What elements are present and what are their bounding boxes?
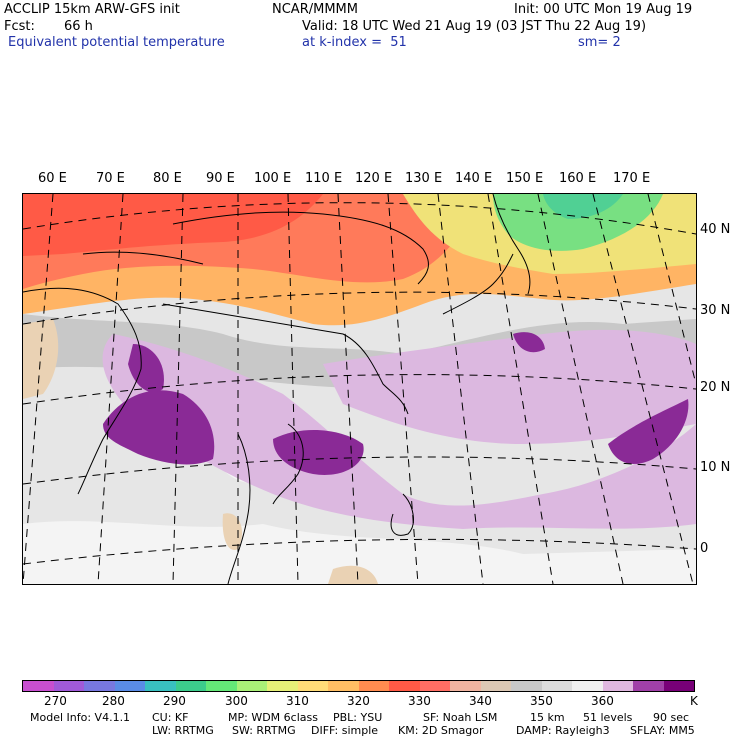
colorbar-swatch (541, 681, 572, 691)
colorbar-swatch (145, 681, 176, 691)
colorbar-swatch (175, 681, 206, 691)
field-name: Equivalent potential temperature (8, 35, 225, 50)
lon-label: 170 E (613, 171, 651, 186)
level-label: at k-index = 51 (302, 35, 407, 50)
footer-item: MP: WDM 6class (228, 711, 318, 724)
colorbar-tick: 290 (163, 694, 186, 708)
colorbar-tick: 280 (102, 694, 125, 708)
colorbar-tick: 360 (591, 694, 614, 708)
dark-purple-scs (273, 429, 364, 475)
footer-item: SW: RRTMG (232, 724, 296, 737)
lat-label: 0 (700, 541, 709, 556)
colorbar-tick: 320 (347, 694, 370, 708)
lon-label: 130 E (405, 171, 443, 186)
colorbar-tick: 310 (286, 694, 309, 708)
lon-label: 100 E (254, 171, 292, 186)
lon-label: 140 E (455, 171, 493, 186)
colorbar-swatch (23, 681, 54, 691)
colorbar-swatch (389, 681, 420, 691)
colorbar-tick: 330 (408, 694, 431, 708)
footer-item: 90 sec (653, 711, 690, 724)
colorbar-swatch (572, 681, 603, 691)
dark-purple-patch (513, 332, 545, 353)
fcst-value: 66 h (64, 19, 93, 34)
white-patch (23, 521, 696, 584)
light-violet-region (323, 329, 696, 444)
footer-item: DAMP: Rayleigh3 (516, 724, 610, 737)
map-canvas (23, 194, 696, 584)
lat-label: 30 N (700, 303, 731, 318)
lon-label: 160 E (559, 171, 597, 186)
colorbar-swatch (206, 681, 237, 691)
colorbar-tick: 270 (44, 694, 67, 708)
footer-item: Model Info: V4.1.1 (30, 711, 131, 724)
colorbar-swatch (267, 681, 298, 691)
colorbar-swatch (328, 681, 359, 691)
teal-region (543, 194, 623, 219)
fcst-label: Fcst: (4, 19, 35, 34)
deep-red-band (23, 194, 323, 256)
init-time: Init: 00 UTC Mon 19 Aug 19 (514, 2, 693, 17)
lon-label: 60 E (38, 171, 67, 186)
colorbar-swatch (480, 681, 511, 691)
colorbar-tick: 300 (225, 694, 248, 708)
colorbar-swatch (602, 681, 633, 691)
lon-label: 90 E (206, 171, 235, 186)
colorbar-swatch (53, 681, 84, 691)
colorbar-tick: 340 (469, 694, 492, 708)
colorbar-swatch (663, 681, 694, 691)
colorbar-unit: K (690, 694, 698, 708)
dark-purple-bengal (103, 390, 215, 465)
footer-item: CU: KF (152, 711, 189, 724)
lat-label: 40 N (700, 222, 731, 237)
green-region (493, 194, 663, 251)
light-violet-region (102, 334, 696, 529)
colorbar-swatch (358, 681, 389, 691)
colorbar-swatch (236, 681, 267, 691)
lon-label: 80 E (153, 171, 182, 186)
colorbar-swatch (297, 681, 328, 691)
footer-item: 51 levels (583, 711, 633, 724)
org-label: NCAR/MMMM (272, 2, 358, 17)
lon-label: 70 E (96, 171, 125, 186)
lat-label: 20 N (700, 380, 731, 395)
footer-item: KM: 2D Smagor (398, 724, 484, 737)
colorbar-swatch (633, 681, 664, 691)
lon-label: 110 E (305, 171, 343, 186)
smoothing-label: sm= 2 (578, 35, 621, 50)
footer-item: DIFF: simple (311, 724, 379, 737)
footer-item: 15 km (530, 711, 565, 724)
tan-patch (328, 565, 378, 584)
colorbar-swatch (84, 681, 115, 691)
lon-label: 120 E (355, 171, 393, 186)
model-title: ACCLIP 15km ARW-GFS init (4, 2, 180, 17)
footer-item: LW: RRTMG (152, 724, 214, 737)
colorbar-swatch (419, 681, 450, 691)
coastlines (23, 194, 531, 584)
theta-e-map (22, 193, 697, 585)
footer-item: PBL: YSU (333, 711, 383, 724)
tan-patch (222, 513, 243, 550)
colorbar (22, 680, 695, 692)
colorbar-tick: 350 (530, 694, 553, 708)
colorbar-swatch (511, 681, 542, 691)
tan-patch (23, 319, 59, 399)
lon-label: 150 E (506, 171, 544, 186)
lat-label: 10 N (700, 460, 731, 475)
colorbar-swatch (114, 681, 145, 691)
valid-time: Valid: 18 UTC Wed 21 Aug 19 (03 JST Thu … (302, 19, 647, 34)
footer-item: SF: Noah LSM (423, 711, 498, 724)
colorbar-swatch (450, 681, 481, 691)
dark-purple-pacific (608, 399, 689, 464)
footer-item: SFLAY: MM5 (630, 724, 695, 737)
